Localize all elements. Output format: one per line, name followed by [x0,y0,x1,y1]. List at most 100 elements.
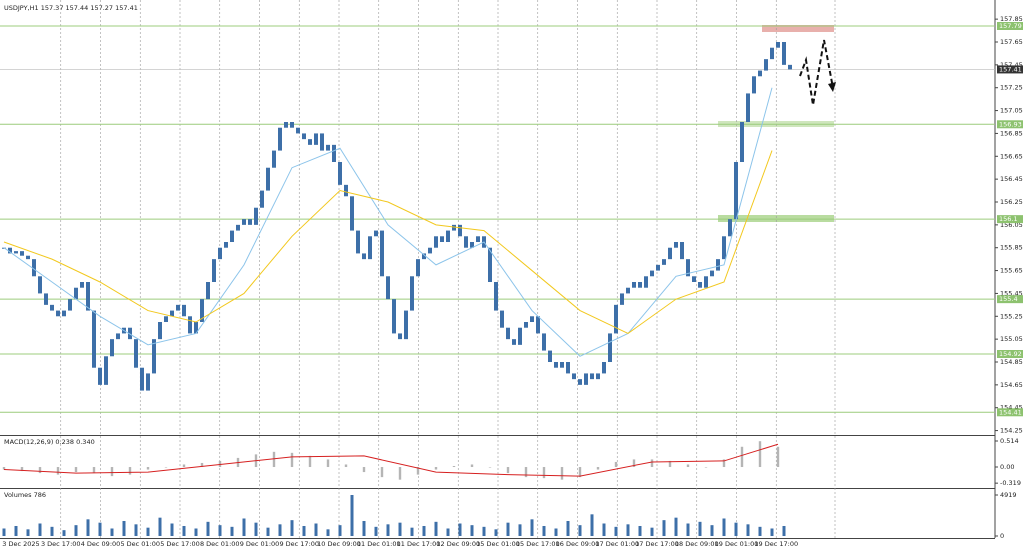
volume-bar [2,528,6,536]
volume-bar [182,525,186,536]
candle [638,282,642,288]
candle [746,93,750,122]
volume-bar [290,520,294,536]
candle [356,230,360,254]
volume-bar [458,523,462,536]
candle [302,133,306,140]
candle [182,304,186,317]
macd-bar [776,446,780,468]
candle [758,70,762,77]
macd-signal [3,443,779,477]
y-tick-label: 0.00 [1000,463,1014,471]
candle [626,287,630,294]
volume-bar [314,523,318,536]
volume-bar [326,529,330,536]
volume-bar [254,522,258,536]
candle [680,242,684,260]
candle [74,287,78,300]
candle [740,122,744,162]
candle [428,247,432,254]
y-tick-label: 155.05 [1000,335,1023,343]
y-tick-label: 157.25 [1000,84,1023,92]
candle [518,327,522,345]
candle [134,339,138,368]
volume-bar [722,518,726,536]
candle [548,350,552,362]
volume-bar [38,523,42,536]
y-tick-label: 4919 [1000,491,1017,499]
x-tick-label: 17 Dec 01:00 [595,540,639,548]
y-tick-label: -0.319 [1000,479,1021,487]
candle [446,230,450,242]
y-tick-label: 156.25 [1000,198,1023,206]
volume-bar [374,526,378,536]
candle [224,242,228,248]
x-tick-label: 4 Dec 09:00 [81,540,121,548]
macd-bar [578,467,582,478]
volume-bar [74,525,78,536]
volume-bar [386,524,390,536]
level-label: 155.4 [999,295,1018,303]
y-tick-label: 155.65 [1000,267,1023,275]
candle [98,367,102,385]
volume-bar [506,522,510,536]
volume-bar [230,526,234,536]
x-tick-label: 5 Dec 17:00 [160,540,200,548]
candle [68,299,72,311]
level-zone [718,215,834,222]
candle [578,379,582,385]
volume-bar [362,520,366,536]
candle [248,219,252,225]
candle [368,236,372,260]
macd-bar [488,467,492,468]
candle [194,322,198,334]
macd-bar [758,441,762,468]
candle [662,259,666,265]
candle [674,242,678,248]
volume-bar [698,521,702,536]
candle [764,59,768,71]
candle [530,316,534,322]
macd-bar [614,461,618,468]
candle [152,339,156,374]
y-tick-label: 154.85 [1000,358,1023,366]
volume-bar [242,518,246,536]
volume-bar [518,524,522,536]
level-label: 156.1 [999,215,1018,223]
macd-bar [398,467,402,480]
macd-bar [326,459,330,468]
candle [404,310,408,340]
x-tick-label: 16 Dec 09:00 [556,540,600,548]
candle [146,373,150,391]
x-tick-label: 18 Dec 09:00 [675,540,719,548]
volume-bar [782,525,786,536]
y-tick-label: 154.45 [1000,404,1023,412]
candle [752,76,756,94]
candle [728,219,732,237]
volume-bar [110,528,114,536]
macd-bar [542,467,546,479]
y-tick-label: 154.65 [1000,381,1023,389]
candle [434,236,438,248]
macd-bar [200,462,204,468]
candle [80,282,84,288]
candle [314,133,318,145]
candle [698,282,702,288]
level-label: 154.92 [999,350,1022,358]
macd-bar [182,464,186,468]
candle [398,333,402,340]
y-tick-label: 157.65 [1000,38,1023,46]
candle [722,236,726,260]
volume-bar [542,525,546,536]
macd-bar [452,465,456,468]
macd-bar [308,455,312,468]
macd-bar [506,467,510,474]
candle [656,264,660,271]
volume-bar [122,520,126,536]
y-tick-label: 156.45 [1000,175,1023,183]
macd-bar [272,451,276,468]
candle [164,316,168,322]
macd-bar [704,467,708,468]
candle [170,310,174,317]
